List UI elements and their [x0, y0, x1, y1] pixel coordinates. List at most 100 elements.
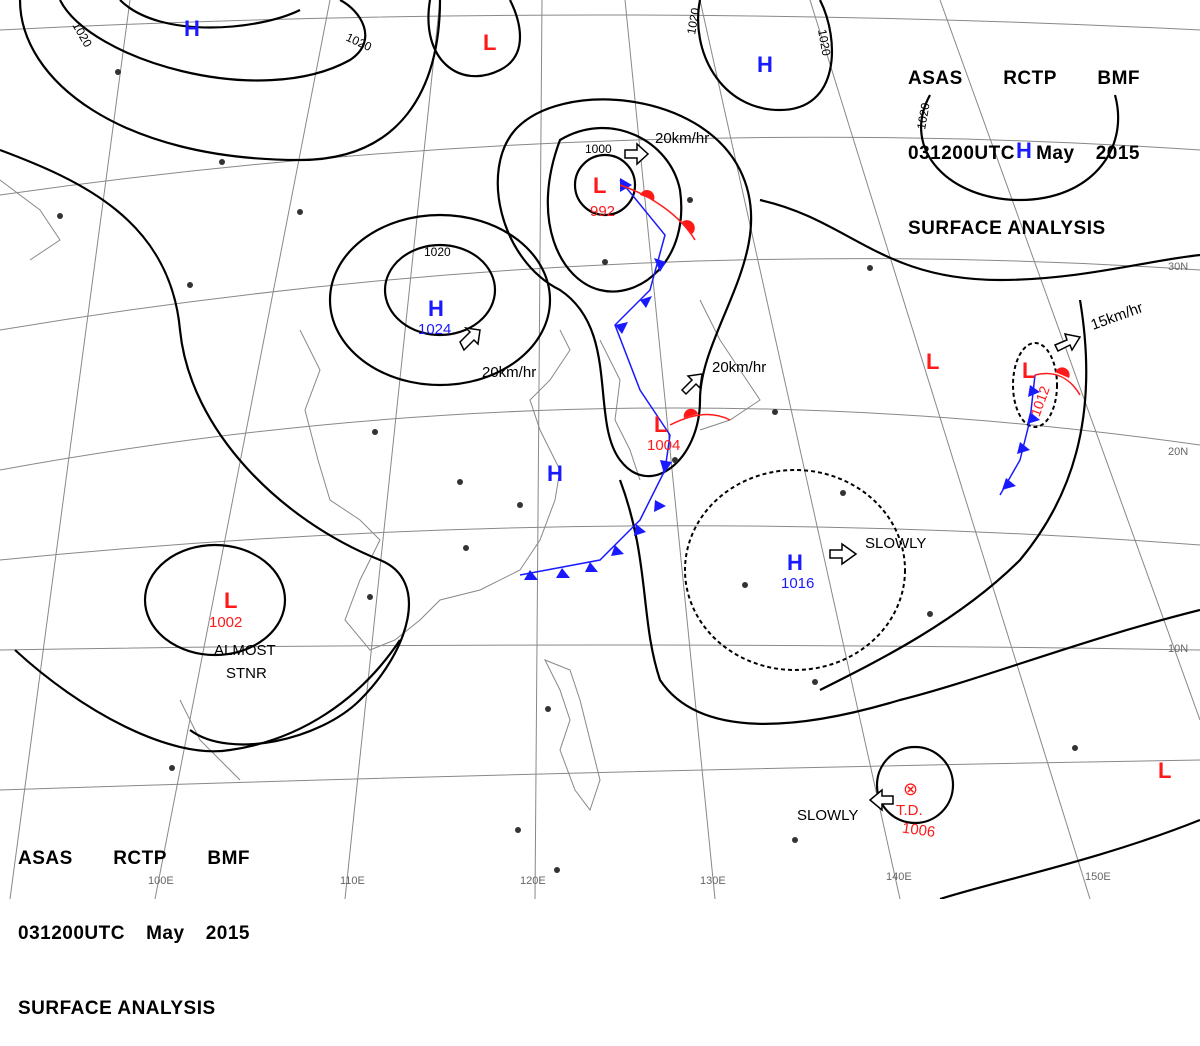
- isobars: [0, 0, 1200, 899]
- header-row-2: 031200UTC May 2015: [908, 141, 1140, 166]
- isobar-label: 1020: [684, 6, 702, 35]
- isobar-west-loop: [0, 148, 411, 746]
- isobar-north-5: [697, 0, 834, 112]
- lat-line-40n: [0, 14, 1200, 31]
- motion-label: SLOWLY: [797, 807, 858, 824]
- station-marker: [602, 259, 608, 265]
- header-station: RCTP: [1003, 68, 1057, 89]
- lon-label-120e: 120E: [520, 875, 546, 887]
- lon-label-130e: 130E: [700, 875, 726, 887]
- low-center-symbol: L: [483, 30, 496, 55]
- header-code: BMF: [207, 848, 250, 869]
- dashed-isobar-high-1016: [684, 469, 906, 671]
- high-center-value: 1016: [781, 575, 814, 592]
- header-agency: ASAS: [18, 848, 73, 869]
- dashed-isobar-low-1012: [1012, 342, 1058, 428]
- lat-label-10n: 10N: [1168, 643, 1188, 655]
- surface-analysis-map: 30N 20N 10N 100E 110E 120E 130E 140E 150…: [0, 0, 1200, 899]
- lon-line-140e: [699, 0, 901, 899]
- header-month: May: [146, 923, 185, 944]
- station-marker: [372, 429, 378, 435]
- dashed-isobars: [684, 342, 1058, 671]
- station-marker: [792, 837, 798, 843]
- coastline-west: [0, 179, 61, 261]
- lon-label-150e: 150E: [1085, 871, 1111, 883]
- cold-front-marker: [1017, 442, 1030, 454]
- header-row-2: 031200UTC May 2015: [18, 921, 250, 946]
- graticule: [0, 0, 1200, 899]
- coastline-philippines: [543, 659, 601, 812]
- high-center-symbol: H: [184, 16, 200, 41]
- lat-line-20n: [0, 407, 1200, 471]
- cold-front-marker: [1028, 385, 1040, 397]
- fronts: [519, 178, 1081, 580]
- isobar-east-1: [759, 198, 1200, 282]
- station-marker: [219, 159, 225, 165]
- station-marker: [463, 545, 469, 551]
- isobar-high-1024-inner: [383, 243, 497, 337]
- motion-labels: 20km/hr 20km/hr 20km/hr 15km/hr SLOWLY S…: [214, 130, 1145, 824]
- isobar-west-lower: [14, 639, 401, 753]
- cold-front-marker: [620, 178, 632, 192]
- motion-label: 20km/hr: [712, 359, 766, 376]
- motion-arrow: [459, 326, 481, 352]
- low-center-symbol: L: [1158, 758, 1171, 783]
- isobar-south-1: [618, 479, 1200, 725]
- station-marker: [457, 479, 463, 485]
- header-title: SURFACE ANALYSIS: [908, 218, 1106, 239]
- low-center-value: 1004: [647, 437, 680, 454]
- header-year: 2015: [205, 923, 250, 944]
- isobar-north-1: [119, 0, 301, 29]
- low-center-symbol: L: [1022, 358, 1035, 383]
- motion-label: 20km/hr: [655, 130, 709, 147]
- station-marker: [742, 582, 748, 588]
- isobar-low-1002: [143, 543, 287, 657]
- coastlines: [0, 179, 761, 812]
- motion-arrow: [868, 788, 894, 812]
- isobar-low-992-outer: [546, 126, 683, 293]
- low-center-symbol: L: [224, 588, 237, 613]
- high-center-symbol: H: [787, 550, 803, 575]
- cold-front-marker: [640, 296, 652, 308]
- header-month: May: [1036, 143, 1075, 164]
- station-marker: [517, 502, 523, 508]
- annotation-almost: ALMOST: [214, 642, 276, 659]
- cold-front-marker: [654, 258, 666, 272]
- motion-arrow: [624, 142, 650, 166]
- isobar-north-4: [427, 0, 522, 78]
- header-year: 2015: [1095, 143, 1140, 164]
- warm-front-marker: [683, 408, 698, 418]
- isobar-label: 1020: [815, 28, 833, 57]
- station-marker: [367, 594, 373, 600]
- station-marker: [297, 209, 303, 215]
- header-agency: ASAS: [908, 68, 963, 89]
- station-marker: [840, 490, 846, 496]
- station-marker: [1072, 745, 1078, 751]
- station-marker: [867, 265, 873, 271]
- station-marker: [554, 867, 560, 873]
- isobar-north-2: [59, 0, 367, 82]
- isobar-label: 1000: [585, 142, 612, 156]
- low-center-value: 1002: [209, 614, 242, 631]
- high-center-symbol: H: [1016, 138, 1032, 163]
- warm-front-line: [619, 184, 696, 241]
- lat-line-30n: [0, 136, 1200, 196]
- motion-arrow: [829, 542, 858, 566]
- high-center-symbol: H: [757, 52, 773, 77]
- station-marker: [169, 765, 175, 771]
- station-marker: [115, 69, 121, 75]
- station-marker: [927, 611, 933, 617]
- low-center-value: 992: [590, 203, 615, 220]
- annotation-stnr: STNR: [226, 665, 267, 682]
- station-marker: [672, 457, 678, 463]
- motion-arrow: [1053, 333, 1082, 353]
- isobar-high-1024-mid: [328, 213, 552, 387]
- station-marker: [812, 679, 818, 685]
- lon-line-100e: [9, 0, 131, 899]
- lon-label-110e: 110E: [340, 875, 365, 887]
- low-center-symbol: L: [593, 173, 606, 198]
- header-row-1: ASAS RCTP BMF: [18, 846, 250, 871]
- coastline-mainland: [299, 329, 571, 651]
- cold-front-marker: [524, 570, 538, 580]
- tropical-depression-value: 1006: [901, 820, 936, 841]
